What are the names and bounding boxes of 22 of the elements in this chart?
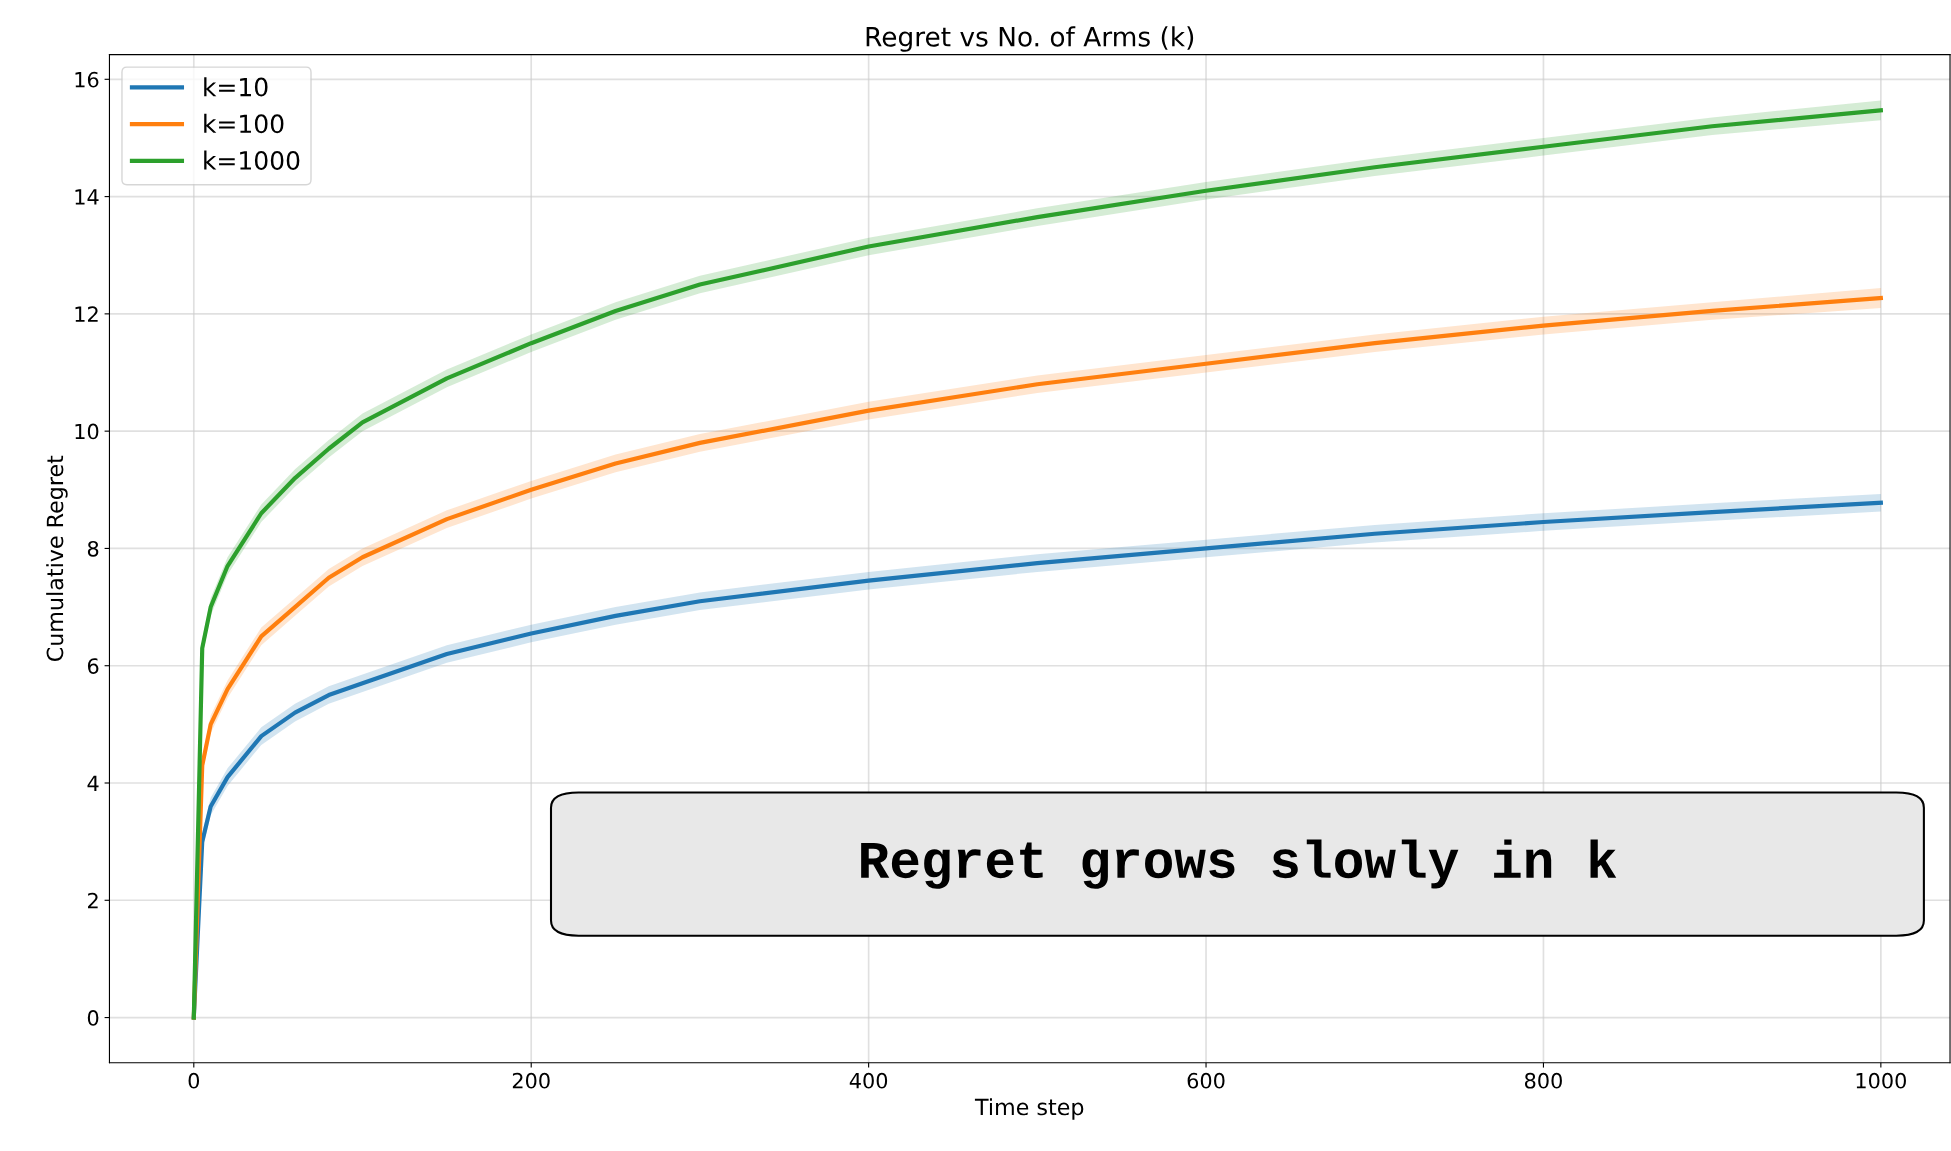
y-tick-label: 12 — [75, 306, 98, 322]
y-tick-label: 8 — [87, 540, 99, 557]
y-tick-label: 16 — [75, 71, 99, 88]
y-tick-label: 0 — [87, 1010, 99, 1026]
legend-label: k=100 — [204, 113, 284, 134]
y-tick-label: 2 — [88, 892, 98, 909]
y-tick-label: 14 — [75, 189, 99, 205]
x-axis-title: Time step — [974, 1098, 1084, 1120]
y-tick-label: 6 — [87, 658, 99, 674]
x-tick-label: 200 — [512, 1072, 550, 1089]
x-tick-label: 0 — [188, 1072, 200, 1089]
y-axis-title: Cumulative Regret — [46, 455, 68, 662]
x-tick-label: 400 — [849, 1072, 888, 1089]
x-tick-label: 800 — [1524, 1072, 1562, 1089]
y-tick-label: 4 — [87, 775, 99, 791]
legend-label: k=10 — [204, 77, 268, 97]
x-tick-label: 600 — [1187, 1072, 1225, 1089]
legend-label: k=1000 — [204, 150, 300, 170]
y-tick-label: 10 — [75, 423, 99, 440]
x-tick-label: 1000 — [1856, 1072, 1906, 1089]
chart-title: Regret vs No. of Arms (k) — [866, 26, 1194, 52]
annotation: Regret grows slowly in k — [861, 839, 1617, 889]
